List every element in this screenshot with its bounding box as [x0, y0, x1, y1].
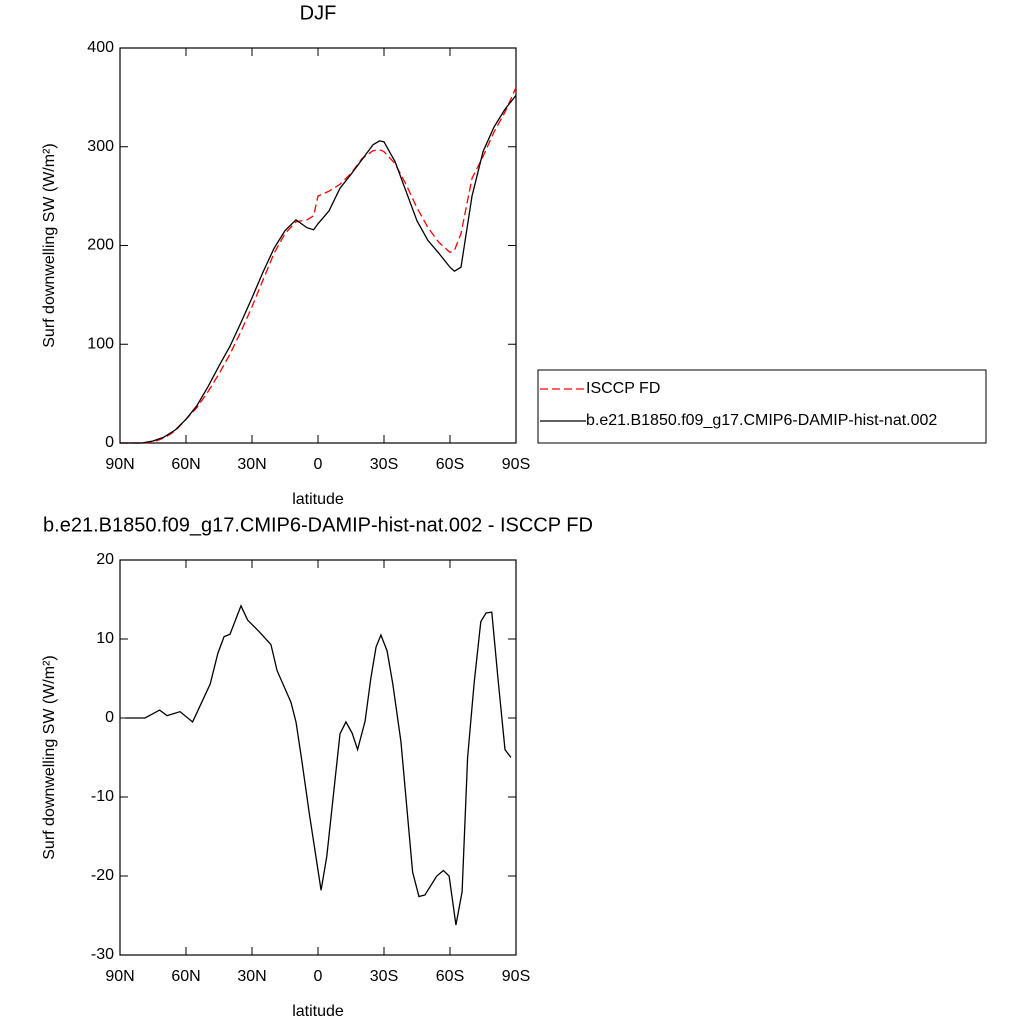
chart-title: DJF [300, 2, 337, 24]
y-tick-label: -20 [91, 867, 114, 884]
y-tick-label: 400 [87, 39, 114, 56]
x-axis-label: latitude [292, 491, 344, 508]
x-tick-label: 0 [314, 456, 323, 473]
y-tick-label: 300 [87, 138, 114, 155]
data-line [120, 87, 517, 444]
x-tick-label: 30S [370, 968, 398, 985]
plot-frame [119, 559, 517, 956]
chart-title: b.e21.B1850.f09_g17.CMIP6-DAMIP-hist-nat… [43, 514, 593, 536]
y-tick-label: 100 [87, 335, 114, 352]
x-tick-label: 60N [171, 968, 200, 985]
legend-label: ISCCP FD [586, 380, 660, 397]
x-tick-label: 60S [436, 456, 464, 473]
y-tick-label: -10 [91, 788, 114, 805]
x-tick-label: 90N [105, 968, 134, 985]
y-tick-label: 200 [87, 237, 114, 254]
x-tick-label: 30N [237, 456, 266, 473]
x-tick-label: 0 [314, 968, 323, 985]
x-tick-label: 60N [171, 456, 200, 473]
data-line [120, 94, 517, 444]
data-line [125, 604, 512, 926]
y-axis-label: Surf downwelling SW (W/m²) [41, 143, 58, 347]
y-tick-label: -30 [91, 946, 114, 963]
x-tick-label: 90S [502, 968, 530, 985]
x-tick-label: 30N [237, 968, 266, 985]
x-tick-label: 60S [436, 968, 464, 985]
x-tick-label: 90N [105, 456, 134, 473]
legend-box [537, 369, 987, 444]
y-axis-label: Surf downwelling SW (W/m²) [41, 655, 58, 859]
y-tick-label: 20 [96, 551, 114, 568]
legend-label: b.e21.B1850.f09_g17.CMIP6-DAMIP-hist-nat… [586, 412, 937, 429]
y-tick-label: 10 [96, 630, 114, 647]
x-tick-label: 90S [502, 456, 530, 473]
x-axis-label: latitude [292, 1003, 344, 1020]
y-tick-label: 0 [105, 434, 114, 451]
x-tick-label: 30S [370, 456, 398, 473]
y-tick-label: 0 [105, 709, 114, 726]
